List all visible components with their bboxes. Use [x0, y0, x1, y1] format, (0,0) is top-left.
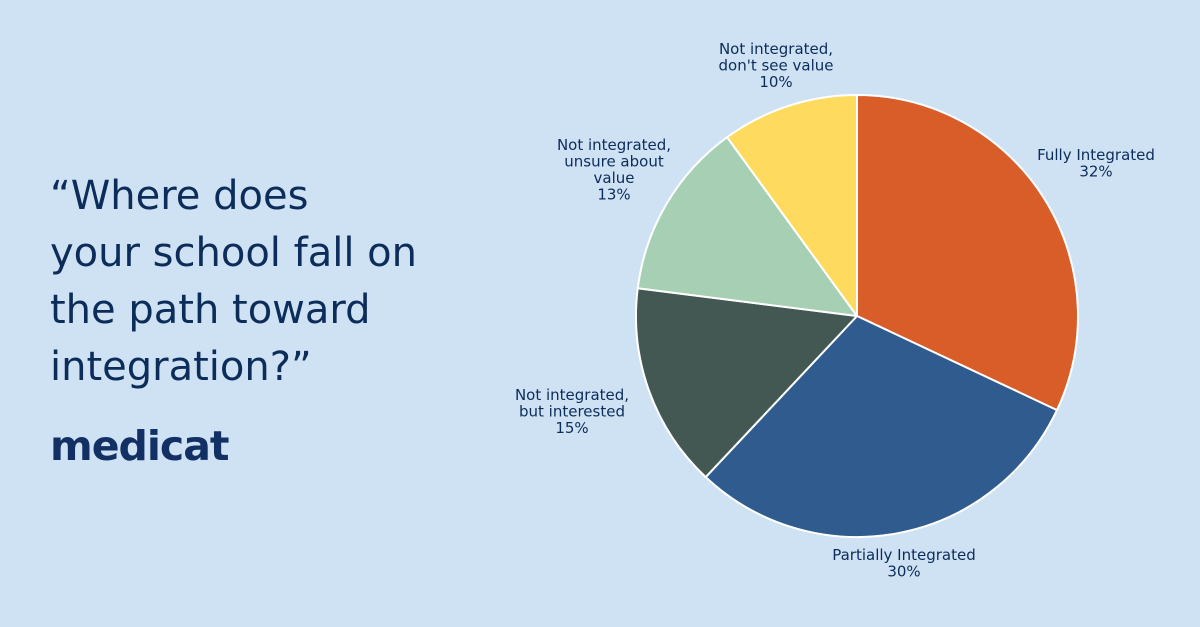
slice-category-label: don't see value	[719, 57, 834, 75]
slice-category-label: Not integrated,	[557, 136, 671, 154]
slice-category-label: Not integrated,	[515, 386, 629, 404]
slice-category-label: Partially Integrated	[832, 546, 976, 564]
slice-label: Partially Integrated 30%	[832, 546, 976, 581]
slice-value-label: 15%	[555, 419, 588, 437]
slice-category-label: value	[594, 169, 635, 187]
slice-category-label: Fully Integrated	[1037, 146, 1155, 164]
slice-label: Not integrated, don't see value 10%	[719, 40, 834, 91]
slice-value-label: 30%	[887, 563, 920, 581]
medicat-logo: medicat	[50, 422, 230, 470]
pie-slice	[704, 315, 1058, 538]
pie-slice	[856, 94, 1079, 412]
slice-value-label: 13%	[597, 186, 630, 204]
survey-question-line: the path toward	[50, 287, 371, 333]
survey-question-line: your school fall on	[50, 230, 417, 276]
slice-category-label: but interested	[519, 403, 625, 421]
pie-slices	[635, 94, 1079, 538]
slice-category-label: Not integrated,	[719, 40, 833, 58]
slice-label: Not integrated, but interested 15%	[515, 386, 629, 437]
survey-question-line: integration?”	[50, 344, 312, 390]
survey-question-line: “Where does	[50, 173, 309, 219]
slice-category-label: unsure about	[564, 153, 664, 171]
pie-slice	[636, 136, 858, 317]
slice-label: Fully Integrated 32%	[1037, 146, 1155, 181]
pie-slice	[726, 94, 858, 317]
pie-slice	[635, 287, 858, 479]
survey-question: “Where does your school fall on the path…	[50, 168, 530, 396]
slice-value-label: 32%	[1079, 163, 1112, 181]
slice-label: Not integrated, unsure about value 13%	[557, 136, 671, 204]
pie-labels: Fully Integrated 32%Partially Integrated 3…	[515, 40, 1155, 581]
slice-value-label: 10%	[759, 73, 792, 91]
